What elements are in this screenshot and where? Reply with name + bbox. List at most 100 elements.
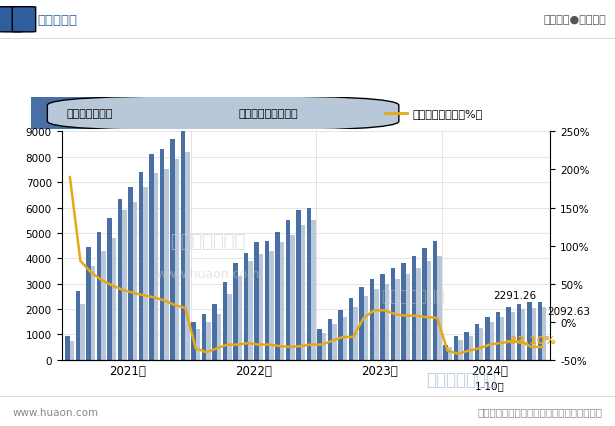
- Bar: [469, 336, 473, 360]
- Bar: [206, 322, 211, 360]
- Bar: [433, 241, 437, 360]
- Bar: [338, 311, 343, 360]
- Bar: [359, 288, 363, 360]
- Bar: [496, 312, 500, 360]
- Bar: [228, 294, 232, 360]
- Bar: [280, 242, 284, 360]
- Bar: [286, 221, 290, 360]
- Bar: [384, 284, 389, 360]
- Text: 2021-2024年10月安徽省房地产商品住宅及商品住宅现房销售额: 2021-2024年10月安徽省房地产商品住宅及商品住宅现房销售额: [151, 62, 464, 77]
- Text: 专业严谨●客观科学: 专业严谨●客观科学: [543, 15, 606, 25]
- Bar: [370, 279, 374, 360]
- Text: 1-10月: 1-10月: [475, 380, 504, 390]
- Text: www.huaon.com: www.huaon.com: [12, 407, 98, 417]
- Bar: [517, 304, 521, 360]
- Bar: [311, 221, 315, 360]
- Bar: [296, 210, 301, 360]
- Text: 华经产业研究院: 华经产业研究院: [381, 289, 445, 304]
- Bar: [233, 264, 238, 360]
- Bar: [76, 291, 81, 360]
- Bar: [363, 296, 368, 360]
- FancyBboxPatch shape: [0, 96, 228, 132]
- Bar: [108, 218, 112, 360]
- Bar: [416, 269, 421, 360]
- Bar: [170, 140, 175, 360]
- Bar: [458, 340, 462, 360]
- Bar: [87, 247, 91, 360]
- Bar: [328, 320, 332, 360]
- Bar: [479, 328, 483, 360]
- Bar: [538, 302, 542, 360]
- Text: 华经产业研究院: 华经产业研究院: [426, 370, 496, 388]
- Bar: [265, 241, 269, 360]
- Bar: [181, 132, 185, 360]
- FancyBboxPatch shape: [0, 8, 22, 33]
- Bar: [175, 160, 179, 360]
- Text: www.huaon.com: www.huaon.com: [156, 267, 260, 280]
- Text: -33.10%: -33.10%: [506, 335, 556, 345]
- Bar: [112, 239, 116, 360]
- Bar: [500, 317, 504, 360]
- FancyBboxPatch shape: [47, 96, 399, 132]
- Bar: [129, 188, 133, 360]
- Bar: [475, 325, 479, 360]
- Bar: [317, 330, 322, 360]
- Bar: [542, 307, 547, 360]
- Bar: [506, 307, 510, 360]
- Text: 商品房（亿元）: 商品房（亿元）: [66, 109, 113, 119]
- Text: 华经产业研究院: 华经产业研究院: [170, 233, 246, 250]
- Bar: [391, 269, 395, 360]
- Bar: [216, 314, 221, 360]
- Bar: [65, 336, 70, 360]
- Text: 商品房住宅（亿元）: 商品房住宅（亿元）: [239, 109, 298, 119]
- Bar: [406, 274, 410, 360]
- Bar: [307, 208, 311, 360]
- Bar: [191, 322, 196, 360]
- Bar: [164, 170, 169, 360]
- Bar: [531, 308, 536, 360]
- Bar: [160, 150, 164, 360]
- Bar: [118, 199, 122, 360]
- Bar: [223, 283, 228, 360]
- Bar: [443, 345, 448, 360]
- Bar: [464, 332, 469, 360]
- Bar: [349, 298, 353, 360]
- Text: 华经情报网: 华经情报网: [37, 14, 77, 27]
- Bar: [485, 317, 490, 360]
- Bar: [343, 317, 347, 360]
- Bar: [521, 309, 525, 360]
- Bar: [423, 248, 427, 360]
- Bar: [301, 226, 305, 360]
- Bar: [353, 307, 357, 360]
- Bar: [149, 155, 154, 360]
- Bar: [238, 276, 242, 360]
- Bar: [427, 261, 431, 360]
- Text: 2092.63: 2092.63: [547, 307, 590, 317]
- Bar: [81, 304, 85, 360]
- Bar: [101, 251, 106, 360]
- Bar: [395, 279, 400, 360]
- Bar: [133, 203, 137, 360]
- Bar: [122, 210, 127, 360]
- Bar: [490, 322, 494, 360]
- Text: 商品房销售增速（%）: 商品房销售增速（%）: [413, 109, 483, 119]
- Bar: [143, 188, 148, 360]
- Bar: [244, 253, 248, 360]
- Bar: [255, 242, 259, 360]
- Bar: [259, 255, 263, 360]
- Text: 数据来源：国家统计局；华经产业研究院整理: 数据来源：国家统计局；华经产业研究院整理: [478, 407, 603, 417]
- Bar: [448, 347, 452, 360]
- Bar: [212, 304, 216, 360]
- Bar: [322, 334, 326, 360]
- Bar: [248, 261, 253, 360]
- Text: 2291.26: 2291.26: [494, 290, 537, 300]
- Bar: [510, 312, 515, 360]
- Bar: [454, 336, 458, 360]
- Bar: [185, 153, 189, 360]
- Bar: [269, 251, 274, 360]
- FancyBboxPatch shape: [12, 8, 36, 33]
- Bar: [276, 232, 280, 360]
- Bar: [374, 289, 379, 360]
- Bar: [202, 314, 206, 360]
- Bar: [139, 173, 143, 360]
